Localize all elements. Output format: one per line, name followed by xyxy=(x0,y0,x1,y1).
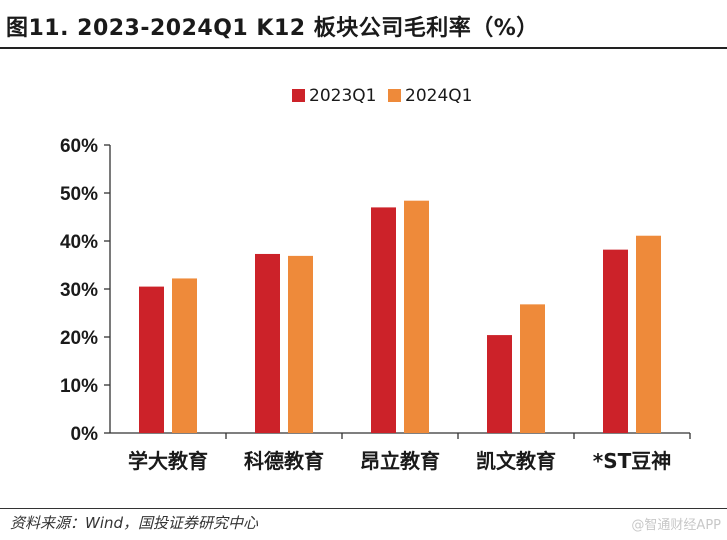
x-tick-label: *ST豆神 xyxy=(593,449,672,473)
y-tick-label: 40% xyxy=(60,232,98,253)
legend-label-2024Q1: 2024Q1 xyxy=(405,86,472,106)
watermark: @智通财经APP xyxy=(631,518,721,533)
bar-2023Q1-昂立教育 xyxy=(371,207,396,433)
bar-2024Q1-*ST豆神 xyxy=(636,235,661,433)
bar-2024Q1-昂立教育 xyxy=(404,200,429,433)
bar-chart: 2023Q1 2024Q1 0% 10% 20% 30% 40% 50% 60% 学大教育 科德教育… xyxy=(60,86,691,473)
bar-2024Q1-科德教育 xyxy=(288,255,313,433)
bar-2023Q1-科德教育 xyxy=(255,253,280,433)
bar-2024Q1-学大教育 xyxy=(172,278,197,433)
y-tick-label: 10% xyxy=(60,376,98,397)
x-tick-label: 凯文教育 xyxy=(476,449,556,473)
legend-swatch-2024Q1 xyxy=(388,89,401,102)
bar-2024Q1-凯文教育 xyxy=(520,304,545,433)
source-divider xyxy=(0,508,727,509)
x-tick-label: 昂立教育 xyxy=(360,449,440,473)
legend-swatch-2023Q1 xyxy=(292,89,305,102)
x-tick-label: 科德教育 xyxy=(244,449,324,473)
source-note: 资料来源：Wind，国投证券研究中心 xyxy=(10,514,259,532)
y-tick-label: 50% xyxy=(60,184,98,205)
x-tick-label: 学大教育 xyxy=(128,449,208,473)
y-tick-label: 30% xyxy=(60,280,98,301)
figure-title: 图11. 2023-2024Q1 K12 板块公司毛利率（%） xyxy=(6,16,539,41)
bar-2023Q1-*ST豆神 xyxy=(603,249,628,433)
y-tick-label: 60% xyxy=(60,136,98,157)
title-divider xyxy=(0,47,727,49)
legend-label-2023Q1: 2023Q1 xyxy=(309,86,376,106)
bar-2023Q1-凯文教育 xyxy=(487,335,512,433)
y-tick-label: 0% xyxy=(71,424,99,445)
bar-2023Q1-学大教育 xyxy=(139,286,164,433)
y-tick-label: 20% xyxy=(60,328,98,349)
